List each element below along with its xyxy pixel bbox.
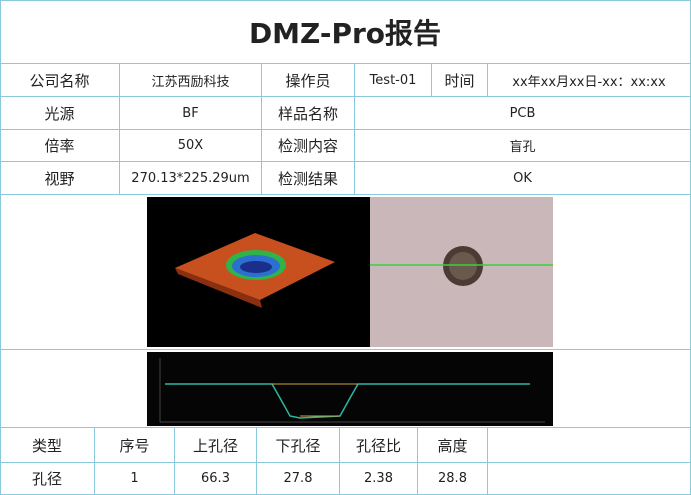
result-value: 1 <box>95 463 175 495</box>
info-value: xx年xx月xx日-xx：xx:xx <box>488 64 691 97</box>
result-value: 66.3 <box>175 463 257 495</box>
info-label: 检测结果 <box>262 162 355 195</box>
info-label: 光源 <box>0 97 120 130</box>
info-value: 270.13*225.29um <box>120 162 262 195</box>
info-value: 50X <box>120 130 262 162</box>
info-label: 视野 <box>0 162 120 195</box>
info-label: 倍率 <box>0 130 120 162</box>
info-value: 盲孔 <box>355 130 691 162</box>
result-header: 高度 <box>418 428 488 463</box>
info-label: 公司名称 <box>0 64 120 97</box>
info-value: BF <box>120 97 262 130</box>
info-label: 样品名称 <box>262 97 355 130</box>
info-value: PCB <box>355 97 691 130</box>
result-header: 上孔径 <box>175 428 257 463</box>
result-header: 序号 <box>95 428 175 463</box>
result-type: 孔径 <box>0 463 95 495</box>
info-value: OK <box>355 162 691 195</box>
profile-line <box>165 383 530 419</box>
info-value: 江苏西励科技 <box>120 64 262 97</box>
info-label: 时间 <box>432 64 488 97</box>
3d-bottom <box>240 261 272 273</box>
3d-side <box>175 268 262 308</box>
result-header: 下孔径 <box>257 428 340 463</box>
profile-view <box>147 352 553 426</box>
report-title: DMZ-Pro报告 <box>0 0 691 64</box>
result-value: 28.8 <box>418 463 488 495</box>
info-label: 检测内容 <box>262 130 355 162</box>
result-header: 孔径比 <box>340 428 418 463</box>
result-value: 2.38 <box>340 463 418 495</box>
info-value: Test-01 <box>355 64 432 97</box>
micro-hole-inner <box>449 252 477 280</box>
result-empty <box>488 463 691 495</box>
result-header: 类型 <box>0 428 95 463</box>
result-empty <box>488 428 691 463</box>
info-label: 操作员 <box>262 64 355 97</box>
result-value: 27.8 <box>257 463 340 495</box>
